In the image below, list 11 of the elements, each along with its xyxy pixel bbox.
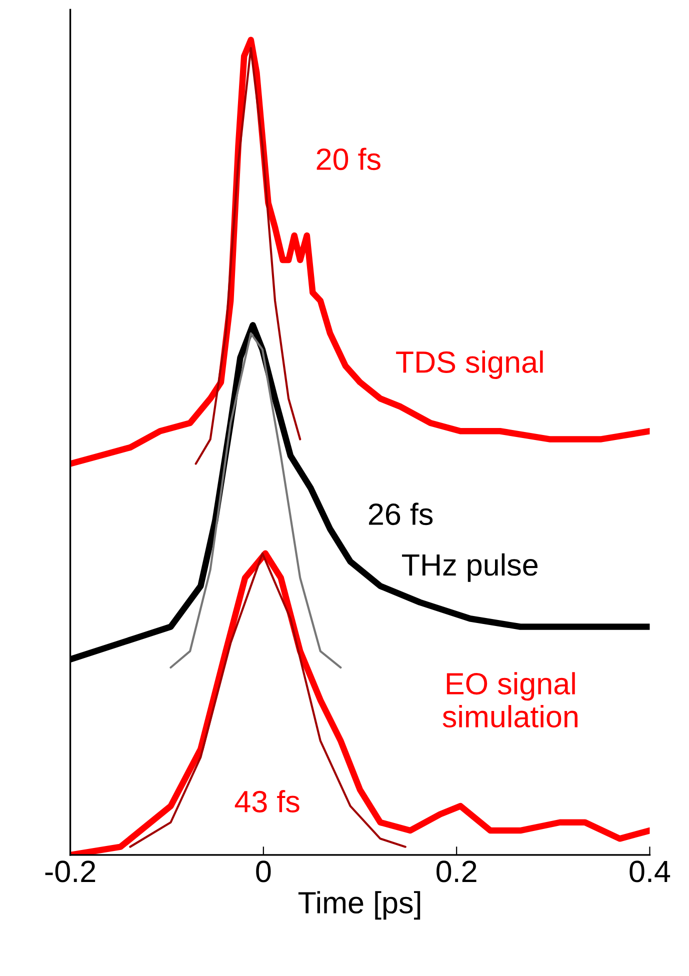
x-tick-label: 0 [256,860,271,882]
annotation: THz pulse [402,553,538,582]
x-tick-label: 0.4 [630,860,670,882]
x-tick-label: -0.2 [45,860,96,882]
x-tick-label: 0.2 [436,860,476,882]
annotation: TDS signal [396,350,543,379]
x-axis-title: Time [ps] [298,891,420,920]
annotation: 43 fs [234,790,300,812]
annotation: EO signal simulation [442,672,578,728]
annotation: 26 fs [368,502,433,526]
annotation: 20 fs [316,148,380,170]
